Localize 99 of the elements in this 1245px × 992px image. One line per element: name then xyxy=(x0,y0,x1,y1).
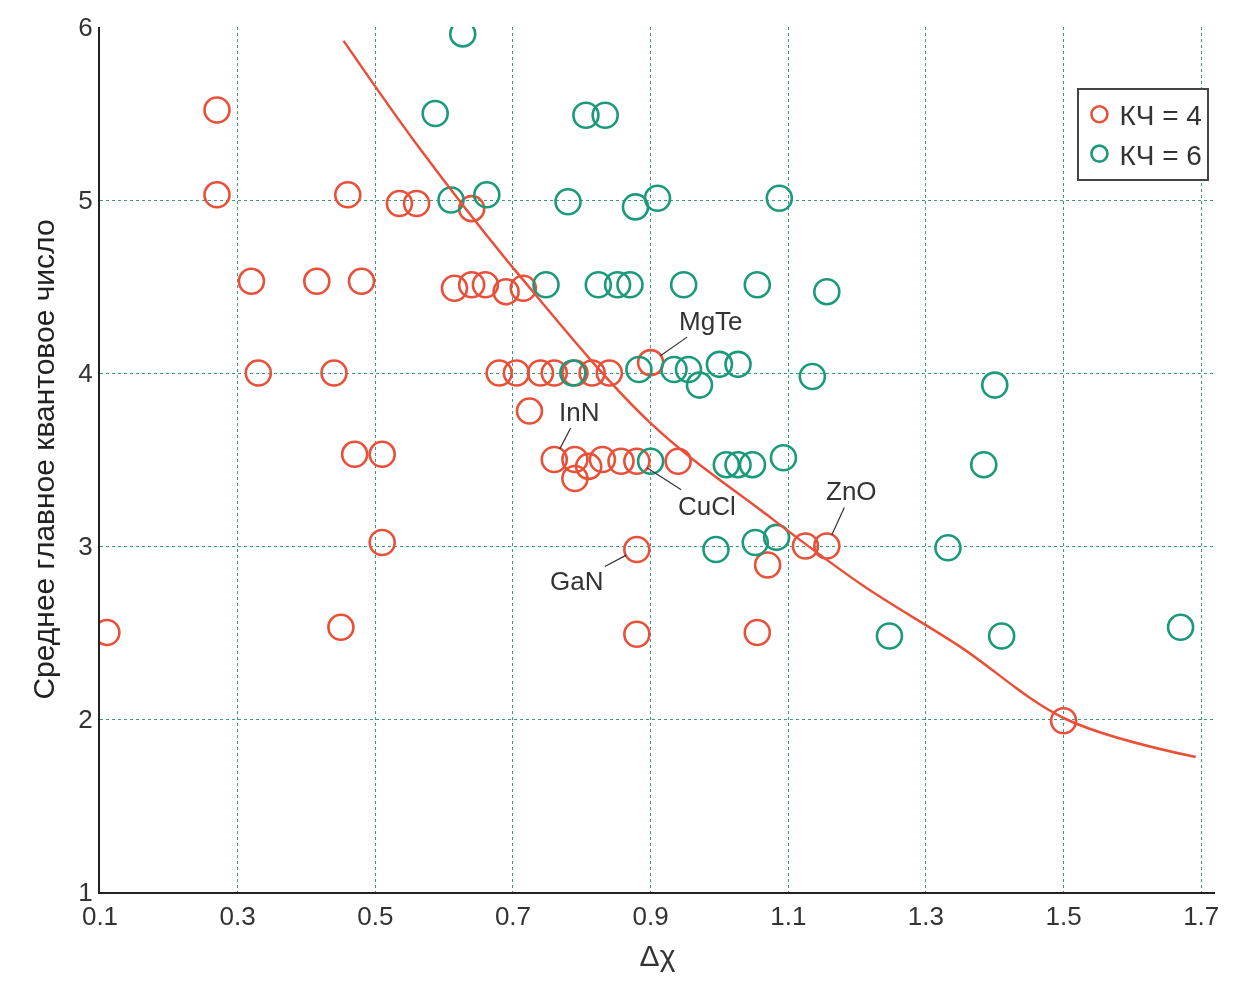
point xyxy=(660,355,688,384)
point xyxy=(532,270,560,299)
point xyxy=(515,397,544,425)
point xyxy=(765,184,794,213)
point xyxy=(813,532,841,560)
point xyxy=(203,96,231,124)
point xyxy=(875,622,904,650)
y-tick-label: 3 xyxy=(78,531,93,562)
point xyxy=(340,440,369,469)
point xyxy=(769,443,798,472)
point xyxy=(303,267,331,296)
point xyxy=(607,447,635,476)
x-tick-label: 1.7 xyxy=(1183,901,1220,932)
point xyxy=(603,270,632,299)
point xyxy=(440,274,469,303)
x-tick-label: 0.9 xyxy=(632,901,669,932)
x-tick-label: 1.1 xyxy=(770,901,807,932)
annotation: CuCl xyxy=(678,491,736,521)
point xyxy=(623,620,651,649)
point xyxy=(674,355,703,384)
annotation: InN xyxy=(559,397,600,427)
point xyxy=(643,184,672,213)
point xyxy=(347,267,376,296)
point xyxy=(813,277,841,306)
point xyxy=(320,359,348,387)
point xyxy=(743,618,772,647)
point xyxy=(368,528,396,557)
point xyxy=(702,535,730,564)
point xyxy=(636,447,665,476)
point xyxy=(753,551,782,579)
point xyxy=(591,101,619,130)
y-tick-label: 5 xyxy=(78,185,93,216)
point xyxy=(421,99,449,128)
point xyxy=(561,464,589,493)
point xyxy=(540,445,569,474)
point xyxy=(561,445,589,474)
point xyxy=(244,359,273,387)
point xyxy=(934,533,962,562)
y-tick-label: 4 xyxy=(78,358,93,389)
point xyxy=(554,187,582,216)
annotation: GaN xyxy=(550,566,604,596)
point xyxy=(1166,613,1195,642)
point xyxy=(492,277,520,306)
point xyxy=(471,270,500,299)
point xyxy=(623,447,651,476)
point xyxy=(385,189,414,218)
point xyxy=(798,362,827,391)
point xyxy=(502,359,531,387)
annotation: MgTe xyxy=(679,306,743,336)
x-tick-label: 0.5 xyxy=(357,901,394,932)
point xyxy=(437,186,465,214)
point xyxy=(402,189,431,218)
x-tick-label: 1.3 xyxy=(907,901,945,932)
point xyxy=(616,270,644,299)
annotation: ZnO xyxy=(826,476,877,506)
y-axis-title: Среднее главное квантовое число xyxy=(26,219,60,700)
point xyxy=(669,270,698,299)
x-tick-label: 0.3 xyxy=(219,901,256,932)
point xyxy=(584,270,613,299)
point xyxy=(578,359,606,387)
point xyxy=(1049,706,1078,735)
point xyxy=(724,350,752,379)
point xyxy=(712,450,741,479)
point xyxy=(540,359,569,387)
point xyxy=(625,355,653,384)
point xyxy=(457,270,486,299)
point xyxy=(987,622,1016,650)
point xyxy=(623,535,651,564)
y-tick-label: 2 xyxy=(78,704,93,735)
point xyxy=(485,359,513,387)
legend-label: КЧ = 6 xyxy=(1119,139,1202,171)
point xyxy=(685,371,714,399)
y-tick-label: 6 xyxy=(78,12,93,43)
point xyxy=(509,274,538,303)
x-axis-title: Δχ xyxy=(639,939,676,973)
point xyxy=(368,440,396,469)
point xyxy=(572,101,600,130)
point xyxy=(574,452,603,481)
point xyxy=(237,267,266,296)
point xyxy=(741,528,770,557)
point xyxy=(526,359,555,387)
point xyxy=(738,450,767,479)
legend-label: КЧ = 4 xyxy=(1119,100,1202,132)
point xyxy=(969,450,998,479)
point xyxy=(588,445,617,474)
point xyxy=(327,613,355,642)
point xyxy=(724,450,752,479)
point xyxy=(473,181,501,209)
point xyxy=(980,371,1009,399)
point xyxy=(333,181,362,209)
x-tick-label: 0.7 xyxy=(494,901,532,932)
x-tick-label: 1.5 xyxy=(1045,901,1082,932)
point xyxy=(595,359,624,387)
point xyxy=(791,532,820,560)
point xyxy=(203,181,231,209)
point xyxy=(664,447,692,476)
point xyxy=(705,350,734,379)
point xyxy=(743,270,772,299)
point xyxy=(621,193,650,221)
